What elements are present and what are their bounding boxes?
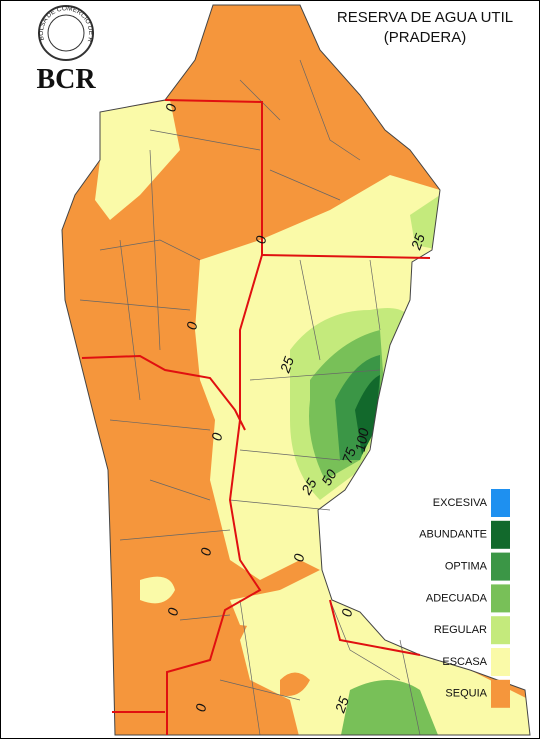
contour-label: 0 — [290, 552, 307, 563]
contour-label: 25 — [298, 475, 320, 498]
contour-label: 50 — [318, 466, 340, 488]
legend-swatch — [491, 616, 510, 645]
legend: EXCESIVA ABUNDANTE OPTIMA ADECUADA REGULAR ES… — [419, 489, 510, 708]
legend-label: SEQUIA — [445, 688, 487, 700]
departments — [79, 59, 421, 736]
contour-label: 25 — [331, 694, 352, 715]
contour-label: 75 — [339, 445, 359, 465]
legend-swatch — [491, 489, 510, 517]
contour-label: 0 — [197, 546, 214, 557]
legend-label: ESCASA — [442, 656, 487, 668]
contour-label: 25 — [276, 354, 297, 375]
contour-label: 100 — [352, 427, 372, 453]
brand: BCR — [36, 64, 96, 95]
title-line: (PRADERA) — [384, 29, 467, 46]
legend-swatch — [491, 679, 510, 708]
legend-label: OPTIMA — [445, 561, 488, 573]
province-borders — [81, 99, 431, 735]
contour-label: 0 — [192, 702, 209, 713]
title-line: RESERVA DE AGUA UTIL — [337, 9, 513, 26]
legend-label: ADECUADA — [426, 592, 488, 604]
contour-label: 0 — [183, 320, 200, 331]
legend-swatch — [491, 520, 510, 549]
legend-swatch — [491, 552, 510, 581]
contour-label: 0 — [208, 431, 225, 442]
legend-label: ABUNDANTE — [419, 529, 487, 541]
legend-swatch — [491, 648, 510, 676]
contour-label: 25 — [407, 231, 428, 252]
contour-label: 0 — [164, 606, 181, 617]
legend-label: REGULAR — [434, 624, 487, 636]
logo — [38, 5, 94, 61]
contour-label: 0 — [252, 234, 269, 245]
logo-inner — [47, 14, 85, 52]
legend-label: EXCESIVA — [433, 497, 488, 509]
contour-label: 0 — [162, 102, 179, 113]
contour-label: 0 — [338, 607, 355, 618]
legend-swatch — [491, 584, 510, 613]
